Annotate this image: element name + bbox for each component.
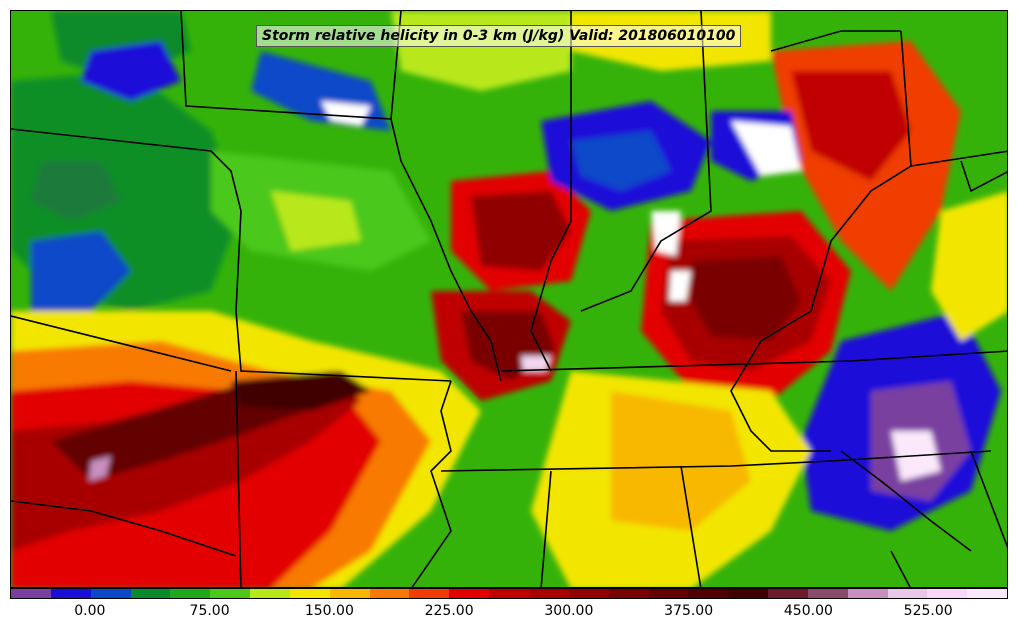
colorbar-swatch xyxy=(289,589,330,598)
colorbar-labels: 0.00 75.00 150.00 225.00 300.00 375.00 450.00 5… xyxy=(10,603,1008,623)
colorbar-tick-label: 150.00 xyxy=(304,603,354,619)
colorbar-swatch xyxy=(648,589,689,598)
colorbar-swatch xyxy=(807,589,848,598)
colorbar-swatch xyxy=(130,589,171,598)
colorbar-swatch xyxy=(608,589,649,598)
helicity-field xyxy=(11,11,1007,587)
colorbar-tick-label: 75.00 xyxy=(189,603,230,619)
colorbar-tick-label: 225.00 xyxy=(424,603,474,619)
state-boundaries xyxy=(11,11,1007,587)
colorbar-swatch xyxy=(688,589,729,598)
colorbar-swatch xyxy=(250,589,290,598)
colorbar-swatch xyxy=(369,589,410,598)
colorbar-swatch xyxy=(489,589,529,598)
colorbar-swatch xyxy=(449,589,490,598)
map-title: Storm relative helicity in 0-3 km (J/kg)… xyxy=(256,25,742,47)
colorbar-swatch xyxy=(568,589,609,598)
colorbar-swatch xyxy=(728,589,769,598)
colorbar-swatch xyxy=(90,589,131,598)
colorbar-tick-label: 450.00 xyxy=(783,603,833,619)
colorbar-swatch xyxy=(768,589,808,598)
colorbar-swatch xyxy=(329,589,370,598)
colorbar-swatch xyxy=(409,589,450,598)
colorbar-tick-label: 375.00 xyxy=(664,603,714,619)
map-panel: Storm relative helicity in 0-3 km (J/kg)… xyxy=(10,10,1008,588)
colorbar-swatch xyxy=(927,589,968,598)
colorbar-swatch xyxy=(528,589,569,598)
helicity-map xyxy=(11,11,1007,587)
colorbar xyxy=(10,588,1008,599)
colorbar-swatch xyxy=(170,589,211,598)
colorbar-tick-label: 525.00 xyxy=(903,603,953,619)
colorbar-swatch xyxy=(210,589,251,598)
colorbar-tick-label: 0.00 xyxy=(74,603,106,619)
colorbar-swatch xyxy=(50,589,91,598)
colorbar-swatch xyxy=(967,589,1008,598)
colorbar-tick-label: 300.00 xyxy=(544,603,594,619)
colorbar-swatch xyxy=(847,589,888,598)
colorbar-swatch xyxy=(887,589,928,598)
colorbar-swatch xyxy=(11,589,51,598)
